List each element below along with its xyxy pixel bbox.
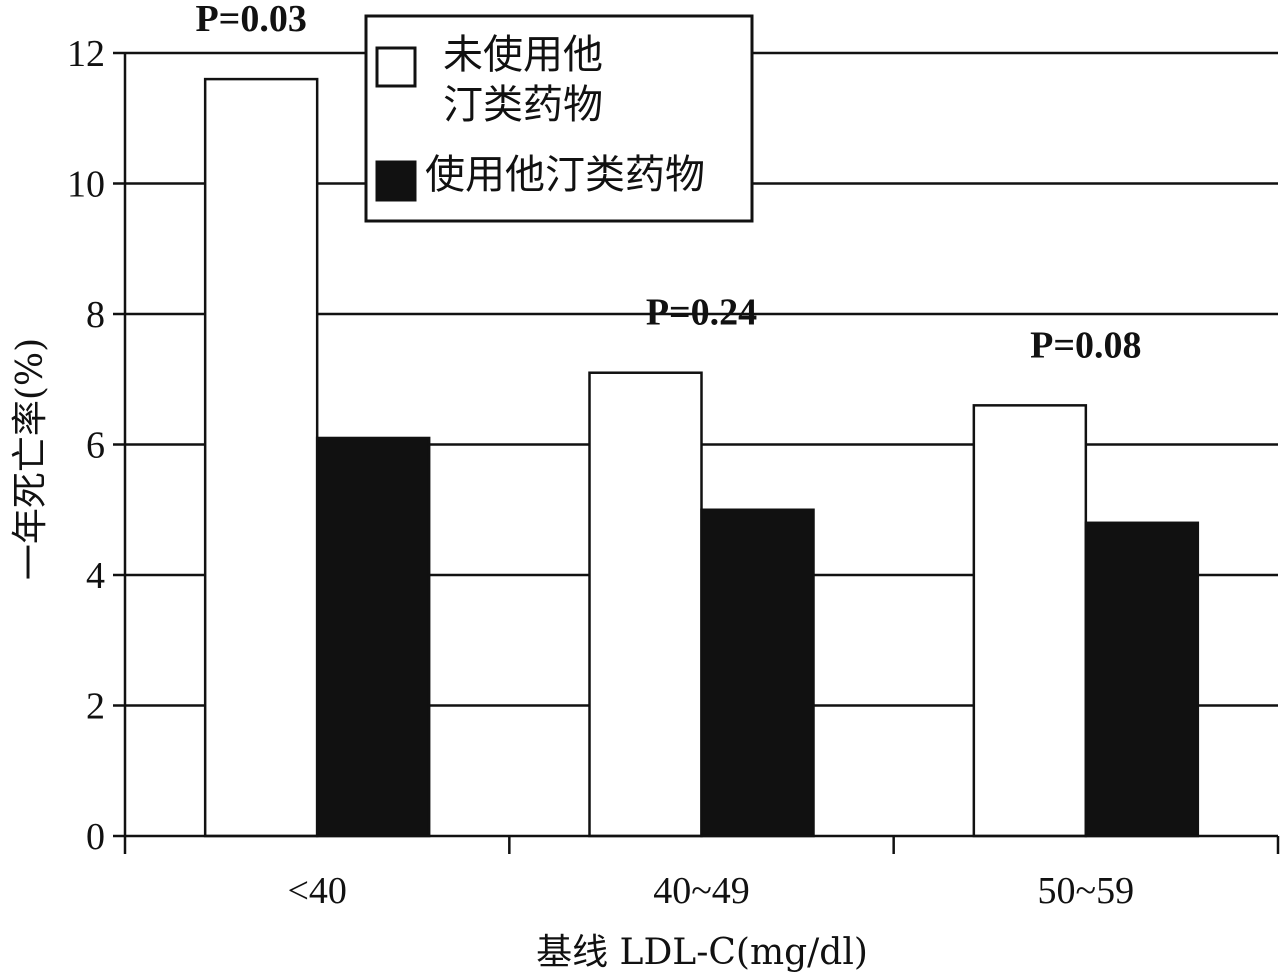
legend-swatch — [375, 46, 417, 88]
y-tick-label: 8 — [86, 294, 105, 336]
y-tick-label: 0 — [86, 816, 105, 858]
y-axis-title: 一年死亡率(%) — [10, 338, 51, 580]
x-axis-title: 基线 LDL-C(mg/dl) — [536, 932, 868, 973]
p-value-label: P=0.24 — [646, 292, 757, 334]
axes — [113, 51, 1280, 854]
x-tick-label: <40 — [287, 870, 346, 912]
legend-swatch — [375, 160, 417, 202]
bar-no-statin-1 — [588, 371, 703, 838]
bar-no-statin-2 — [972, 404, 1088, 838]
x-tick-label: 50~59 — [1038, 870, 1135, 912]
bar-statin-2 — [1084, 521, 1200, 838]
legend-label: 使用他汀类药物 — [425, 152, 705, 198]
bar-no-statin-0 — [203, 77, 319, 838]
legend-box — [364, 14, 754, 223]
p-value-annotations: P=0.03 P=0.24 P=0.08 — [195, 0, 1141, 366]
y-tick-label: 12 — [67, 33, 105, 75]
bar-statin-1 — [700, 508, 815, 838]
y-tick-label: 10 — [67, 164, 105, 206]
y-tick-label: 6 — [86, 425, 105, 467]
y-tick-labels: 0 2 4 6 8 10 12 — [67, 33, 105, 858]
legend-label: 未使用他 — [443, 32, 603, 78]
y-tick-label: 4 — [86, 555, 105, 597]
bars — [203, 77, 1200, 838]
y-tick-label: 2 — [86, 686, 105, 728]
x-tick-labels: <40 40~49 50~59 — [287, 870, 1134, 912]
x-tick-label: 40~49 — [653, 870, 750, 912]
bar-statin-0 — [315, 436, 431, 838]
p-value-label: P=0.08 — [1030, 324, 1141, 366]
p-value-label: P=0.03 — [195, 0, 306, 40]
legend-label: 汀类药物 — [443, 82, 603, 128]
